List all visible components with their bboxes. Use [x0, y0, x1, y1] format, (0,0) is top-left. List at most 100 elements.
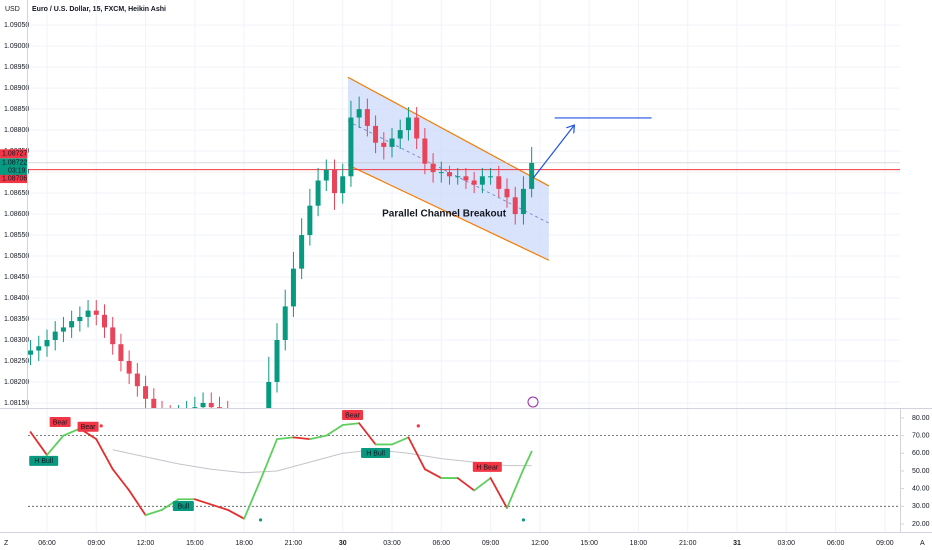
oscillator-segment [407, 436, 426, 471]
price-label: 1.08722 [2, 160, 27, 167]
signal-badge [342, 409, 364, 420]
candle-body [364, 109, 370, 126]
oscillator-segment [243, 478, 262, 520]
oscillator-segment [358, 422, 377, 446]
oscillator-segment [193, 498, 213, 506]
candle-body [126, 360, 132, 374]
price-label-box [0, 158, 27, 168]
alert-icon[interactable] [527, 396, 539, 408]
indicator-tick-label: 40.00 [912, 485, 930, 492]
x-tick-label: 09:00 [876, 540, 894, 547]
y-tick-label: 1.08850 [4, 106, 29, 113]
candle-body [504, 188, 510, 198]
x-tick-label: 03:00 [778, 540, 796, 547]
channel-fill [347, 77, 549, 261]
signal-dot [416, 424, 420, 428]
oscillator-segment [259, 438, 278, 481]
candle-body [315, 180, 321, 206]
candle-body [299, 235, 305, 269]
signal-badge [472, 461, 502, 472]
candle-body [512, 197, 518, 215]
oscillator-segment [341, 422, 361, 426]
oscillator-segment [144, 508, 163, 517]
candle-body [438, 172, 444, 174]
corner-right: A [920, 540, 925, 547]
price-label-box [0, 174, 27, 184]
signal-label: H Bull [366, 450, 385, 457]
x-tick-label: 15:00 [580, 540, 598, 547]
candle-body [340, 176, 346, 194]
candle-body [471, 180, 477, 185]
candle-body [77, 316, 83, 322]
candle-body [110, 327, 116, 345]
currency: USD [5, 6, 20, 13]
candle-body [69, 321, 75, 328]
indicator-tick-label: 50.00 [912, 468, 930, 475]
x-tick-label: 09:00 [88, 540, 106, 547]
candle-body [488, 176, 494, 178]
y-tick-label: 1.09050 [4, 22, 29, 29]
candle-body [200, 402, 206, 408]
candle-body [52, 331, 58, 340]
oscillator-segment [423, 468, 443, 479]
candle-body [323, 170, 329, 181]
indicator-tick-label: 30.00 [912, 503, 930, 510]
candle-body [208, 402, 214, 408]
corner-left: Z [4, 540, 9, 547]
oscillator-segment [95, 438, 114, 471]
x-tick-label: 12:00 [531, 540, 549, 547]
y-tick-label: 1.08650 [4, 190, 29, 197]
signal-badge [49, 417, 71, 428]
y-tick-label: 1.08450 [4, 274, 29, 281]
signal-label: H Bull [34, 458, 53, 465]
oscillator-segment [226, 508, 246, 520]
price-label: 1.08706 [2, 175, 27, 182]
oscillator-segment [210, 503, 229, 511]
x-tick-label: 06:00 [827, 540, 845, 547]
oscillator-segment [325, 424, 344, 437]
y-tick-label: 1.08350 [4, 316, 29, 323]
indicator-tick-label: 60.00 [912, 450, 930, 457]
candle-body [447, 172, 453, 177]
x-tick-label: 18:00 [630, 540, 648, 547]
x-tick-label: 09:00 [482, 540, 500, 547]
candle-body [44, 340, 50, 347]
x-tick-label: 15:00 [186, 540, 204, 547]
countdown: 03:19 [8, 168, 26, 175]
signal-badge [29, 455, 59, 466]
y-tick-label: 1.08550 [4, 232, 29, 239]
signal-label: Bull [178, 503, 190, 510]
y-tick-label: 1.08300 [4, 337, 29, 344]
y-tick-label: 1.08250 [4, 358, 29, 365]
oscillator-segment [128, 489, 147, 517]
candle-body [143, 386, 149, 399]
x-tick-label: 31 [733, 540, 741, 547]
y-tick-label: 1.08150 [4, 400, 29, 407]
oscillator-segment [308, 434, 328, 441]
oscillator-segment [29, 431, 48, 456]
candle-body [381, 142, 387, 147]
candle-body [356, 109, 362, 118]
candle-body [389, 138, 395, 147]
candle-body [85, 310, 91, 317]
candle-body [455, 176, 461, 178]
candle-body [405, 117, 411, 131]
oscillator-segment [506, 468, 525, 509]
x-tick-label: 21:00 [285, 540, 303, 547]
y-tick-label: 1.08500 [4, 253, 29, 260]
oscillator-segment [276, 436, 295, 441]
price-label: 1.08727 [2, 151, 27, 158]
indicator-pane: Bear Bear H Bull Bull Bear H Bull H Bear [28, 409, 900, 522]
candle-body [118, 344, 124, 361]
candle-body [282, 306, 288, 340]
signal-dot [99, 424, 103, 428]
candle-body [430, 163, 436, 173]
main-pane: Parallel Channel Breakout [28, 76, 900, 408]
candle-body [373, 125, 379, 143]
candle-body [529, 162, 535, 189]
candle-body [28, 350, 34, 355]
candle-body [192, 407, 198, 408]
y-tick-label: 1.08950 [4, 64, 29, 71]
channel-label: Parallel Channel Breakout [382, 209, 507, 220]
